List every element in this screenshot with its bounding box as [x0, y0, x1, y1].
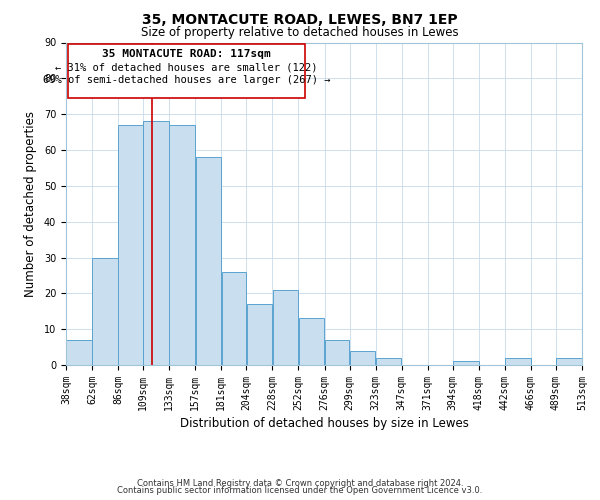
Bar — [453, 362, 479, 365]
Bar — [272, 290, 298, 365]
Text: Size of property relative to detached houses in Lewes: Size of property relative to detached ho… — [141, 26, 459, 39]
Bar — [143, 122, 169, 365]
Bar — [66, 340, 92, 365]
Bar — [325, 340, 349, 365]
Bar — [247, 304, 272, 365]
Bar — [505, 358, 530, 365]
Text: 35, MONTACUTE ROAD, LEWES, BN7 1EP: 35, MONTACUTE ROAD, LEWES, BN7 1EP — [142, 12, 458, 26]
Bar — [68, 44, 305, 98]
Text: Contains public sector information licensed under the Open Government Licence v3: Contains public sector information licen… — [118, 486, 482, 495]
Bar — [92, 258, 118, 365]
Bar — [376, 358, 401, 365]
Text: ← 31% of detached houses are smaller (122): ← 31% of detached houses are smaller (12… — [55, 62, 318, 72]
Bar — [118, 125, 143, 365]
Text: Contains HM Land Registry data © Crown copyright and database right 2024.: Contains HM Land Registry data © Crown c… — [137, 478, 463, 488]
X-axis label: Distribution of detached houses by size in Lewes: Distribution of detached houses by size … — [179, 417, 469, 430]
Y-axis label: Number of detached properties: Number of detached properties — [24, 111, 37, 296]
Bar — [299, 318, 324, 365]
Text: 69% of semi-detached houses are larger (267) →: 69% of semi-detached houses are larger (… — [43, 75, 331, 85]
Bar — [350, 350, 376, 365]
Bar — [196, 157, 221, 365]
Bar — [169, 125, 195, 365]
Bar — [221, 272, 246, 365]
Text: 35 MONTACUTE ROAD: 117sqm: 35 MONTACUTE ROAD: 117sqm — [102, 49, 271, 59]
Bar — [556, 358, 582, 365]
